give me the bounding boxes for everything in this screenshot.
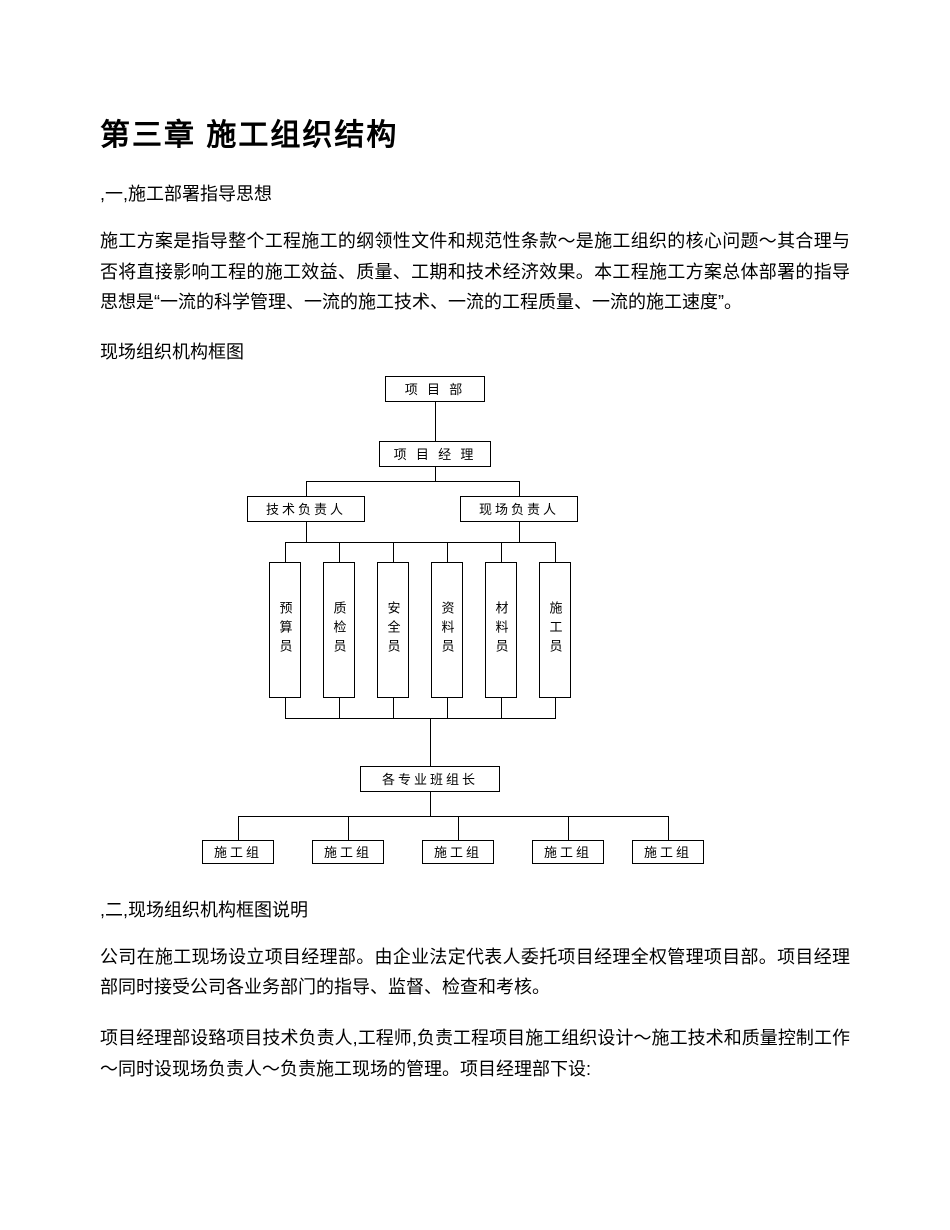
connector-line [501, 698, 502, 718]
connector-line [306, 522, 307, 542]
node-team-leader: 各专业班组长 [360, 766, 500, 792]
connector-line [238, 816, 669, 817]
connector-line [285, 542, 286, 562]
connector-line [339, 542, 340, 562]
node-group-2: 施工组 [422, 840, 494, 864]
node-staff-5: 施工员 [539, 562, 571, 698]
node-site-lead: 现场负责人 [460, 496, 578, 522]
connector-line [501, 542, 502, 562]
connector-line [285, 698, 286, 718]
node-staff-4: 材料员 [485, 562, 517, 698]
chapter-title: 第三章 施工组织结构 [100, 110, 850, 154]
section-2-heading: ,二,现场组织机构框图说明 [100, 896, 850, 922]
connector-line [348, 816, 349, 840]
connector-line [458, 816, 459, 840]
connector-line [285, 718, 556, 719]
node-group-4: 施工组 [632, 840, 704, 864]
connector-line [668, 816, 669, 840]
connector-line [568, 816, 569, 840]
connector-line [306, 481, 520, 482]
section-2-para-2: 项目经理部设臵项目技术负责人,工程师,负责工程项目施工组织设计～施工技术和质量控… [100, 1023, 850, 1084]
connector-line [430, 792, 431, 816]
connector-line [435, 402, 436, 441]
connector-line [285, 542, 556, 543]
connector-line [519, 522, 520, 542]
node-tech-lead: 技术负责人 [247, 496, 365, 522]
connector-line [519, 481, 520, 496]
node-manager: 项 目 经 理 [379, 441, 491, 467]
chart-title: 现场组织机构框图 [100, 338, 850, 364]
node-group-1: 施工组 [312, 840, 384, 864]
node-staff-1: 质检员 [323, 562, 355, 698]
connector-line [393, 698, 394, 718]
section-2-para-1: 公司在施工现场设立项目经理部。由企业法定代表人委托项目经理全权管理项目部。项目经… [100, 942, 850, 1003]
node-group-3: 施工组 [532, 840, 604, 864]
connector-line [339, 698, 340, 718]
node-group-0: 施工组 [202, 840, 274, 864]
connector-line [430, 718, 431, 766]
connector-line [555, 698, 556, 718]
connector-line [447, 698, 448, 718]
node-staff-2: 安全员 [377, 562, 409, 698]
connector-line [238, 816, 239, 840]
section-1-heading: ,一,施工部署指导思想 [100, 180, 850, 206]
connector-line [555, 542, 556, 562]
document-page: 第三章 施工组织结构 ,一,施工部署指导思想 施工方案是指导整个工程施工的纲领性… [0, 0, 950, 1164]
org-chart: 项 目 部项 目 经 理技术负责人 现场负责人预算员质检员安全员资料员材料员施工员… [160, 376, 720, 896]
connector-line [306, 481, 307, 496]
connector-line [393, 542, 394, 562]
node-staff-3: 资料员 [431, 562, 463, 698]
section-1-paragraph: 施工方案是指导整个工程施工的纲领性文件和规范性条款～是施工组织的核心问题～其合理… [100, 226, 850, 318]
connector-line [435, 467, 436, 482]
node-root: 项 目 部 [385, 376, 485, 402]
node-staff-0: 预算员 [269, 562, 301, 698]
connector-line [447, 542, 448, 562]
